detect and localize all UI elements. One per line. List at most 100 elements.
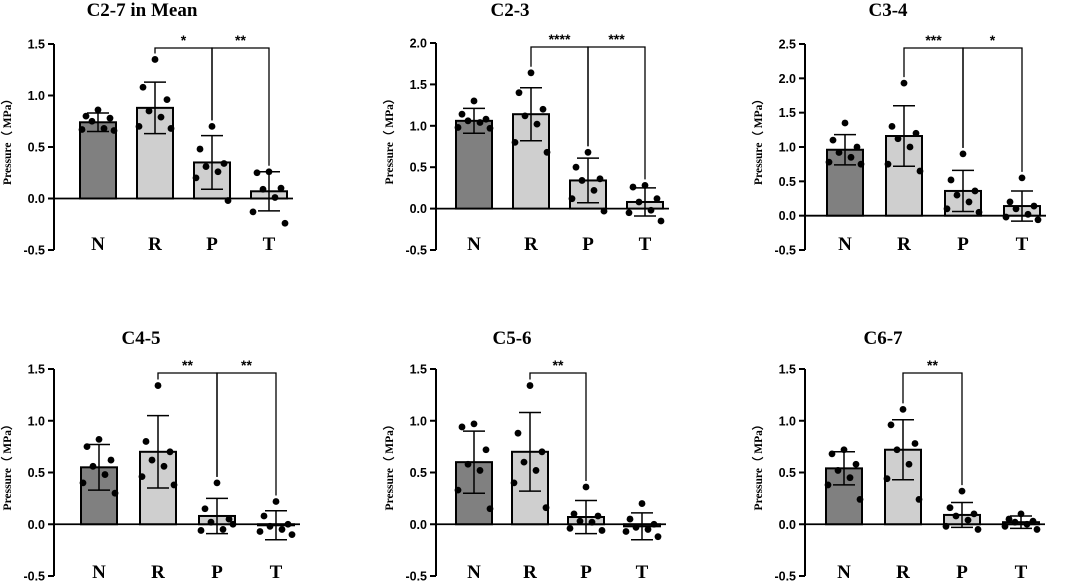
significance-bracket: ** — [529, 357, 587, 481]
significance-label: **** — [549, 31, 571, 47]
bracket-line — [902, 372, 963, 486]
data-point-N — [454, 486, 462, 494]
data-point-T — [1018, 174, 1026, 182]
x-tick-label: N — [467, 562, 481, 583]
data-point-P — [971, 187, 979, 195]
data-point-N — [482, 446, 490, 454]
significance-label: ** — [927, 357, 938, 373]
x-tick-label: P — [211, 562, 223, 583]
data-point-N — [107, 456, 115, 464]
bar-N — [79, 121, 117, 200]
data-point-P — [947, 176, 955, 184]
data-point-T — [265, 168, 273, 176]
data-point-T — [266, 522, 274, 530]
bracket-line — [211, 47, 270, 166]
significance-bracket: * — [962, 32, 1023, 172]
data-point-N — [841, 119, 849, 127]
data-point-T — [622, 528, 630, 535]
data-point-R — [514, 429, 522, 437]
panel-c6-7: C6-7 Pressure（ MPa） -0.5 0.0 0.5 1.0 1.5 N R P T ** — [751, 328, 1045, 584]
x-tick-label: P — [206, 234, 218, 255]
data-point-R — [148, 456, 156, 464]
data-point-N — [834, 467, 842, 474]
data-point-R — [915, 496, 923, 503]
y-tick-label: 1.5 — [28, 38, 45, 52]
data-point-T — [653, 195, 661, 203]
data-point-P — [596, 175, 604, 183]
data-point-R — [538, 448, 546, 456]
data-point-N — [79, 479, 87, 487]
y-tick-label: 2.0 — [779, 72, 796, 86]
data-point-R — [527, 69, 535, 77]
data-point-N — [825, 158, 833, 166]
data-point-N — [476, 119, 484, 126]
bar-N — [455, 119, 493, 210]
data-point-N — [454, 124, 462, 131]
data-point-T — [259, 185, 267, 193]
data-point-T — [626, 515, 634, 523]
data-point-R — [511, 138, 519, 146]
x-tick-label: P — [956, 562, 968, 583]
data-point-R — [142, 438, 150, 445]
data-point-T — [277, 184, 285, 192]
y-tick-label: 0.5 — [28, 466, 45, 480]
x-tick-label: T — [636, 562, 649, 583]
x-tick-label: R — [897, 234, 911, 255]
data-point-P — [196, 145, 204, 153]
significance-label: ** — [182, 357, 193, 373]
data-point-N — [95, 435, 103, 443]
data-point-T — [638, 500, 646, 507]
y-tick-label: 1.0 — [28, 89, 45, 103]
data-point-R — [520, 458, 528, 466]
data-point-P — [594, 512, 602, 520]
data-point-P — [974, 526, 982, 533]
y-tick-label: -0.5 — [774, 570, 796, 584]
x-tick-label: N — [467, 234, 481, 255]
y-tick-label: 0.5 — [779, 175, 796, 189]
y-tick-label: 0.5 — [410, 466, 427, 480]
significance-label: ** — [241, 357, 252, 373]
y-tick-label: 0.0 — [28, 518, 45, 532]
data-point-R — [151, 56, 159, 63]
x-tick-label: P — [580, 562, 592, 583]
data-point-R — [539, 105, 547, 113]
data-point-N — [89, 462, 97, 470]
data-point-P — [598, 527, 606, 534]
x-tick-label: T — [1015, 562, 1028, 583]
y-tick-label: 0.0 — [779, 209, 796, 223]
data-point-P — [192, 174, 200, 182]
x-tick-label: N — [92, 562, 106, 583]
chart-title: C4-5 — [121, 328, 160, 349]
x-tick-label: P — [957, 234, 969, 255]
data-point-P — [965, 198, 973, 206]
y-tick-label: 1.0 — [28, 414, 45, 428]
data-point-R — [887, 421, 895, 429]
significance-label: ** — [553, 357, 564, 373]
data-point-P — [208, 123, 216, 130]
data-point-P — [590, 186, 598, 194]
data-point-R — [888, 123, 896, 130]
data-point-N — [470, 97, 478, 105]
data-point-P — [584, 148, 592, 156]
data-point-N — [486, 124, 494, 132]
panel-c2-3: C2-3 Pressure（ MPa） -0.5 0.0 0.5 1.0 1.5 2.0 N R P… — [382, 0, 669, 258]
data-point-N — [829, 136, 837, 144]
y-tick-label: 0.5 — [410, 161, 427, 175]
data-point-N — [476, 467, 484, 474]
data-point-T — [632, 523, 640, 531]
data-point-N — [458, 110, 466, 118]
data-point-P — [224, 197, 232, 204]
data-point-R — [521, 112, 529, 120]
x-tick-label: R — [148, 234, 162, 255]
x-tick-label: P — [582, 234, 594, 255]
significance-bracket: *** — [903, 32, 964, 148]
data-point-R — [145, 107, 153, 115]
data-point-R — [510, 479, 518, 487]
y-tick-label: 0.0 — [410, 202, 427, 216]
data-point-T — [625, 209, 633, 217]
data-point-R — [154, 382, 162, 389]
data-point-P — [566, 524, 574, 532]
data-point-R — [884, 160, 892, 168]
data-point-P — [202, 163, 210, 170]
